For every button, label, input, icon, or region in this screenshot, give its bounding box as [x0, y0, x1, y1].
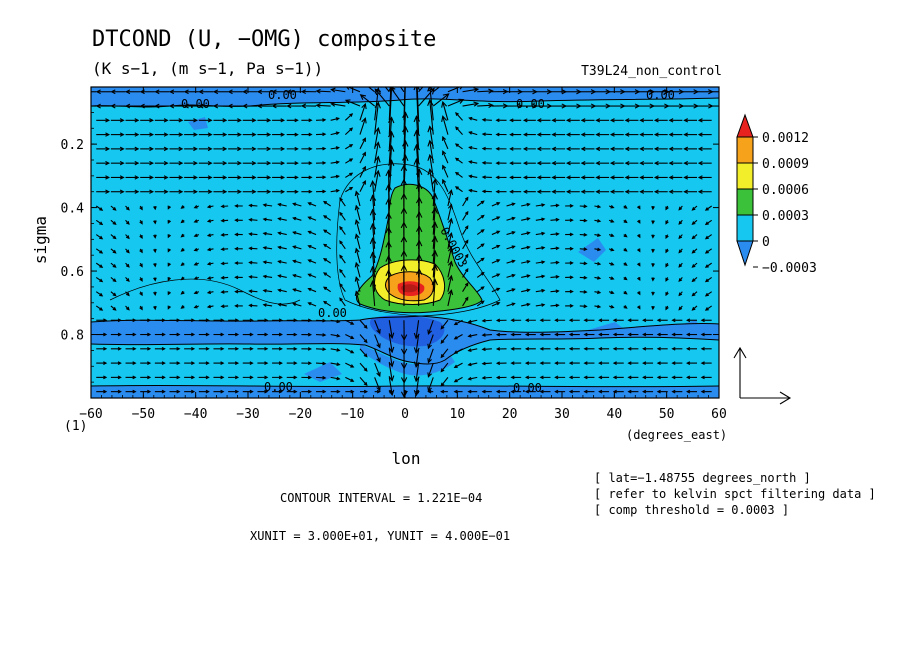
x-tick-label: 50 [659, 407, 675, 422]
x-tick-label: −30 [236, 407, 259, 422]
wind-arrow-shaft [419, 269, 420, 306]
x-axis-label: lon [392, 449, 421, 468]
x-tick-label: −40 [184, 407, 207, 422]
chart-subtitle: (K s−1, (m s−1, Pa s−1)) [92, 59, 323, 78]
x-tick-label: −10 [341, 407, 364, 422]
contour-label: 0.00 [268, 88, 297, 102]
colorbar-label: 0.0003 [762, 209, 809, 224]
colorbar-segment [737, 189, 753, 215]
filter-note: [ refer to kelvin spct filtering data ] [594, 487, 876, 501]
colorbar-segment [737, 163, 753, 189]
plot-area [82, 64, 727, 398]
colorbar-label: 0.0012 [762, 131, 809, 146]
wind-arrow-head [414, 70, 419, 75]
x-tick-label: 20 [502, 407, 518, 422]
reference-vector [734, 348, 790, 404]
colorbar-segment [737, 215, 753, 241]
contour-label: 0.00 [181, 97, 210, 111]
lat-note: [ lat=−1.48755 degrees_north ] [594, 471, 811, 485]
wind-arrow-head [82, 90, 86, 94]
contour-label: 0.00 [264, 380, 293, 394]
wind-arrow-head [389, 72, 394, 77]
wind-arrow-head [82, 104, 86, 108]
contour-label: 0.00 [318, 306, 347, 320]
wind-arrow-head [361, 81, 366, 86]
y-tick-label: 0.4 [61, 202, 85, 217]
colorbar-bottom-triangle [737, 241, 753, 265]
wind-arrow-head [443, 80, 449, 85]
x-tick-label: 0 [401, 407, 409, 422]
colorbar: 0.0012 0.0009 0.0006 0.0003 0 −0.0003 [737, 115, 817, 276]
wind-arrow-head [723, 90, 727, 94]
contour-label: 0.00 [516, 97, 545, 111]
units-note: XUNIT = 3.000E+01, YUNIT = 4.000E−01 [250, 529, 510, 543]
wind-arrow-head [375, 75, 381, 81]
wind-arrow-head [403, 64, 408, 69]
threshold-note: [ comp threshold = 0.0003 ] [594, 503, 789, 517]
chart-title: DTCOND (U, −OMG) composite [92, 27, 436, 52]
x-tick-label: −20 [289, 407, 312, 422]
colorbar-label: −0.0003 [762, 261, 817, 276]
x-tick-label: −50 [132, 407, 155, 422]
run-label: T39L24_non_control [581, 64, 722, 79]
wind-arrow-head [403, 79, 408, 84]
colorbar-segment [737, 137, 753, 163]
x-unit-label: (degrees_east) [626, 428, 727, 442]
wind-arrow-head [723, 104, 727, 108]
x-tick-label: 60 [711, 407, 727, 422]
y-tick-label: 0.8 [61, 329, 84, 344]
wind-arrow-head [390, 72, 395, 78]
colorbar-label: 0.0009 [762, 157, 809, 172]
contour-label: 0.00 [513, 381, 542, 395]
y-axis-label: sigma [31, 216, 50, 264]
colorbar-top-triangle [737, 115, 753, 137]
x-tick-label: 30 [554, 407, 570, 422]
y-tick-label: 0.6 [61, 265, 84, 280]
contour-label: 0.00 [646, 88, 675, 102]
colorbar-label: 0 [762, 235, 770, 250]
contour-interval-note: CONTOUR INTERVAL = 1.221E−04 [280, 491, 482, 505]
colorbar-label: 0.0006 [762, 183, 809, 198]
y-corner-label: (1) [64, 419, 87, 434]
x-tick-label: 10 [450, 407, 466, 422]
x-tick-label: 40 [607, 407, 623, 422]
wind-arrow-head [428, 74, 434, 80]
y-tick-label: 0.2 [61, 138, 84, 153]
